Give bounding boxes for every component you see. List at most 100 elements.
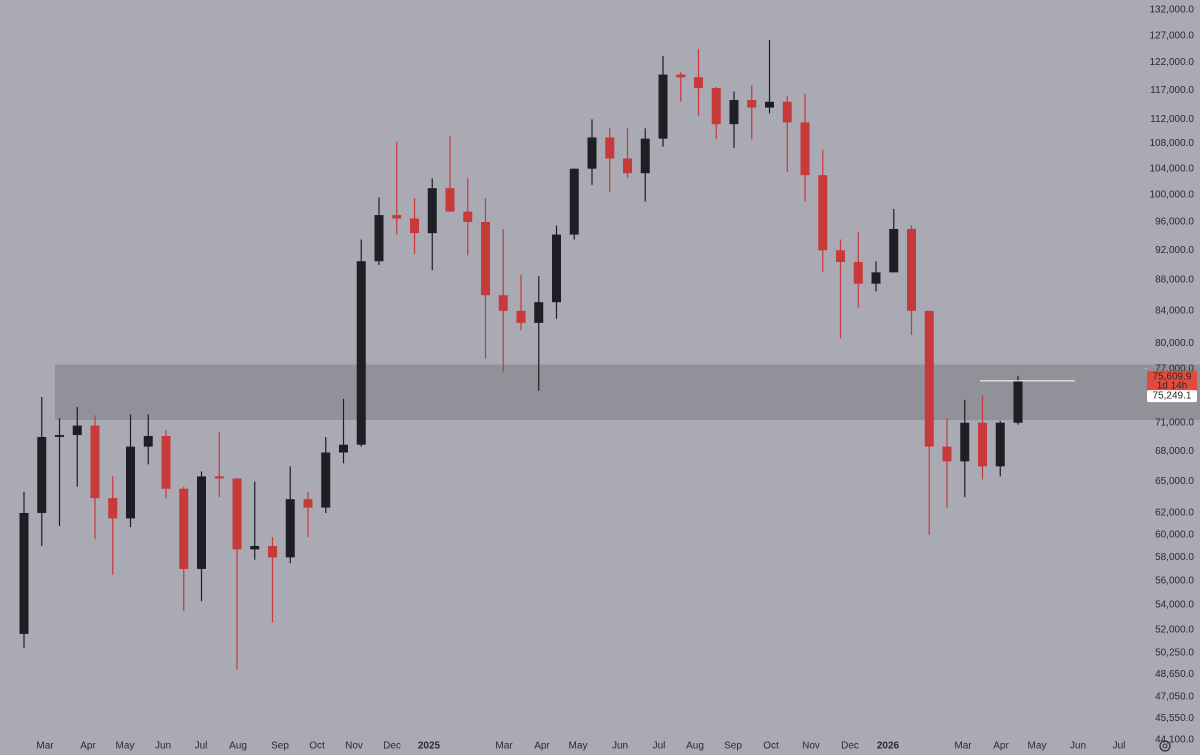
x-tick-label: Nov	[802, 741, 820, 752]
x-tick-label: Jun	[1070, 741, 1086, 752]
candle-body	[924, 310, 934, 447]
candle-body	[942, 446, 952, 462]
candle-body	[427, 188, 437, 234]
y-tick-label: 108,000.0	[1150, 138, 1195, 149]
candle-body	[214, 476, 224, 479]
x-tick-label: Dec	[841, 741, 859, 752]
x-tick-label: Mar	[495, 741, 513, 752]
x-tick-label: Dec	[383, 741, 401, 752]
candle-body	[765, 101, 774, 108]
candle-body	[285, 499, 295, 558]
y-tick-label: 52,000.0	[1155, 625, 1194, 636]
x-tick-label: Jun	[612, 741, 628, 752]
candle-body	[605, 137, 615, 159]
candle-body	[960, 422, 970, 462]
candle-body	[250, 545, 260, 550]
candle-body	[818, 175, 828, 251]
y-tick-label: 65,000.0	[1155, 476, 1194, 487]
y-tick-label: 92,000.0	[1155, 245, 1194, 256]
y-tick-label: 44,100.0	[1155, 734, 1194, 745]
candle-body	[747, 100, 757, 108]
y-tick-label: 96,000.0	[1155, 217, 1194, 228]
y-tick-label: 50,250.0	[1155, 647, 1194, 658]
candle-body	[729, 100, 739, 125]
x-tick-label: 2026	[877, 741, 900, 752]
candle-body	[481, 221, 490, 296]
y-tick-label: 56,000.0	[1155, 575, 1194, 586]
candle-body	[37, 436, 47, 513]
y-tick-label: 54,000.0	[1155, 600, 1194, 611]
candle-body	[232, 478, 242, 550]
y-tick-label: 62,000.0	[1155, 508, 1194, 519]
candle-body	[268, 545, 277, 558]
candle-body	[569, 168, 579, 235]
candle-body	[303, 499, 313, 508]
axis-layer: 132,000.0 127,000.0 122,000.0 117,000.0 112,…	[36, 5, 1197, 752]
candle-body	[392, 215, 402, 219]
y-tick-label: 47,050.0	[1155, 691, 1194, 702]
candle-body	[516, 310, 526, 323]
x-tick-label: May	[1028, 741, 1047, 752]
settings-icon[interactable]	[1159, 740, 1171, 752]
y-tick-label: 77,000.0	[1155, 363, 1194, 374]
y-tick-label: 132,000.0	[1150, 5, 1195, 16]
x-tick-label: Apr	[534, 741, 550, 752]
candle-body	[356, 261, 366, 445]
x-tick-label: Aug	[229, 741, 247, 752]
x-tick-label: Jun	[155, 741, 171, 752]
x-tick-label: Jul	[1113, 741, 1126, 752]
candle-body	[72, 425, 82, 436]
price-zone	[55, 364, 1200, 420]
x-tick-label: May	[569, 741, 588, 752]
candle-body	[445, 188, 455, 212]
y-tick-label: 127,000.0	[1150, 30, 1195, 41]
candle-body	[907, 228, 916, 311]
candle-body	[640, 138, 650, 174]
x-tick-label: Nov	[345, 741, 363, 752]
x-tick-label: 2025	[418, 741, 441, 752]
candle-body	[126, 446, 135, 519]
candle-body	[90, 425, 100, 499]
y-tick-label: 117,000.0	[1150, 85, 1194, 96]
candle-body	[853, 261, 863, 284]
candle-body	[676, 74, 686, 78]
x-tick-label: Jul	[653, 741, 666, 752]
x-tick-label: Aug	[686, 741, 704, 752]
x-tick-label: Sep	[724, 741, 742, 752]
ma-last-box	[1147, 390, 1197, 403]
candle-body	[321, 452, 331, 508]
candle-body	[587, 137, 597, 169]
candle-body	[711, 88, 721, 125]
x-tick-label: Oct	[309, 741, 325, 752]
candle-body	[871, 272, 881, 284]
candle-body	[339, 444, 348, 453]
candle-body	[19, 512, 29, 634]
candle-body	[623, 158, 632, 174]
candle-body	[179, 488, 189, 569]
y-tick-label: 122,000.0	[1150, 57, 1195, 68]
candle-body	[995, 422, 1005, 467]
y-tick-label: 68,000.0	[1155, 446, 1194, 457]
y-tick-label: 100,000.0	[1150, 189, 1195, 200]
last-price-label: 75,609.9	[1153, 372, 1192, 383]
x-tick-label: Jul	[195, 741, 208, 752]
candle-body	[197, 476, 206, 569]
candle-body	[463, 211, 473, 222]
last-price-box	[1147, 370, 1197, 392]
x-tick-label: Mar	[954, 741, 972, 752]
countdown-label: 1d 14h	[1157, 381, 1188, 392]
y-tick-label: 80,000.0	[1155, 338, 1194, 349]
y-tick-label: 88,000.0	[1155, 275, 1194, 286]
zone-layer	[55, 364, 1200, 420]
x-tick-label: Apr	[993, 741, 1009, 752]
candle-body	[782, 101, 792, 123]
candle-body	[889, 228, 899, 273]
y-tick-label: 48,650.0	[1155, 669, 1194, 680]
candle-body	[836, 250, 845, 262]
y-tick-label: 104,000.0	[1150, 163, 1195, 174]
candle-body	[143, 436, 153, 447]
marks-layer	[19, 39, 1075, 670]
x-tick-label: Oct	[763, 741, 779, 752]
y-tick-label: 112,000.0	[1150, 114, 1194, 125]
